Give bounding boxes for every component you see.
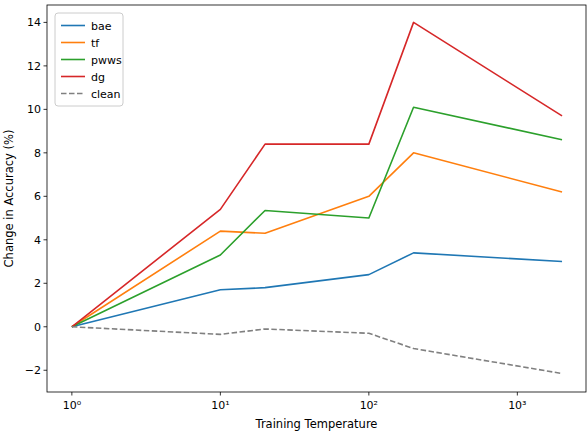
x-tick: [517, 392, 518, 396]
y-tick-label: 2: [34, 277, 41, 290]
x-tick: [71, 392, 72, 396]
legend-swatch: [61, 76, 85, 78]
y-tick-label: 0: [34, 321, 41, 334]
legend: bae tf pwws dg clean: [55, 13, 123, 106]
y-tick-label: 4: [34, 234, 41, 247]
x-tick: [368, 392, 369, 396]
series-line: [72, 327, 562, 374]
y-tick: [44, 196, 48, 197]
x-tick: [220, 392, 221, 396]
x-axis-label: Training Temperature: [255, 417, 378, 431]
series-line: [72, 107, 562, 327]
y-tick-label: −2: [25, 364, 41, 377]
y-tick-label: 10: [27, 103, 41, 116]
series-line: [72, 22, 562, 326]
y-axis-label: Change in Accuracy (%): [2, 130, 16, 268]
legend-swatch: [61, 25, 85, 27]
x-tick-label: 10²: [360, 399, 378, 412]
legend-swatch: [61, 59, 85, 61]
y-tick-label: 6: [34, 190, 41, 203]
y-tick: [44, 370, 48, 371]
y-tick-label: 8: [34, 147, 41, 160]
chart: 10⁰ 10¹ 10² 10³ −2 0 2 4 6 8 10 12 14 Training Temper…: [0, 0, 588, 434]
y-tick: [44, 152, 48, 153]
y-tick: [44, 22, 48, 23]
x-tick-label: 10¹: [211, 399, 229, 412]
x-tick-label: 10⁰: [63, 399, 82, 412]
y-tick: [44, 283, 48, 284]
plot-frame: [47, 5, 586, 392]
y-tick: [44, 326, 48, 327]
legend-swatch: [61, 93, 85, 95]
x-tick-label: 10³: [508, 399, 526, 412]
legend-label: pwws: [91, 54, 122, 67]
legend-box: [55, 13, 123, 106]
legend-label: tf: [91, 37, 100, 50]
y-tick: [44, 109, 48, 110]
y-tick: [44, 65, 48, 66]
legend-label: clean: [91, 88, 121, 101]
legend-label: dg: [91, 71, 105, 84]
y-tick-label: 14: [27, 16, 41, 29]
legend-swatch: [61, 42, 85, 44]
legend-label: bae: [91, 20, 112, 33]
y-tick-label: 12: [27, 60, 41, 73]
series-line: [72, 253, 562, 327]
plot-area: [72, 22, 562, 373]
y-tick: [44, 239, 48, 240]
series-line: [72, 153, 562, 327]
